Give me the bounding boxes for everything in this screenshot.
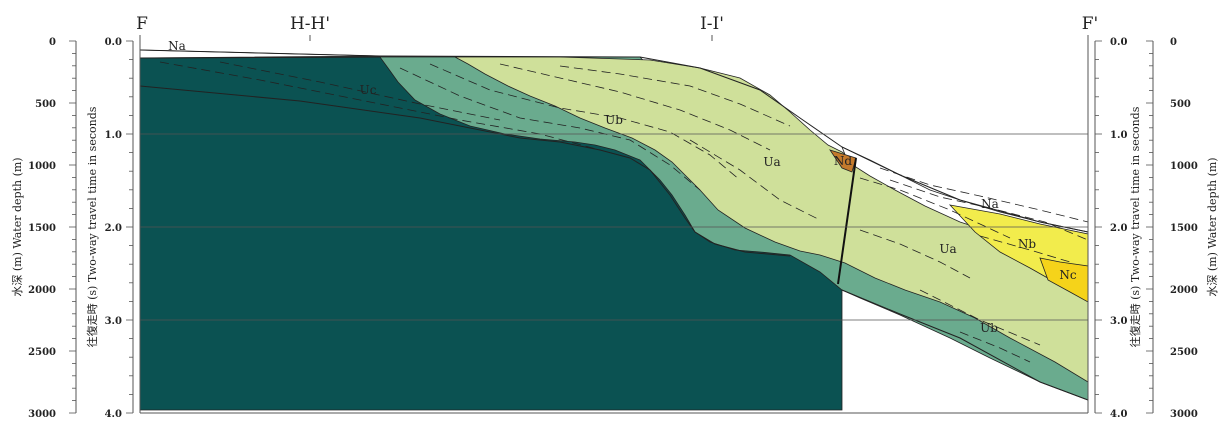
unit-label-ub-upper: Ub <box>605 113 623 127</box>
tick-label: 3.0 <box>1110 316 1127 327</box>
fault-line <box>837 157 857 285</box>
tick-label: 2.0 <box>1110 223 1127 234</box>
right-depth-axis-title: 水深 (m) Water depth (m) <box>1206 157 1219 296</box>
unit-label-na-right: Na <box>981 197 999 211</box>
tick-label: 0.0 <box>105 37 122 48</box>
right-twt-axis: 0.0 1.0 2.0 3.0 4.0 <box>1094 37 1127 420</box>
unit-label-ua-right: Ua <box>939 242 956 256</box>
left-twt-axis-title: 往復走時 (s) Two-way travel time in seconds <box>85 106 99 347</box>
tick-label: 1500 <box>28 223 56 234</box>
geologic-units <box>139 49 1089 411</box>
tick-label: 2.0 <box>105 223 122 234</box>
section-marker: H-H' <box>290 14 330 34</box>
unit-ua-area <box>454 56 1089 383</box>
section-marker: F' <box>1082 14 1098 34</box>
grid <box>139 35 1089 414</box>
tick-label: 3000 <box>28 409 56 420</box>
unit-label-ua-left: Ua <box>763 155 780 169</box>
labels: F H-H' I-I' F' 水深 (m) Water depth (m) 往復走時 (s… <box>11 14 1219 347</box>
tick-label: 500 <box>1170 99 1191 110</box>
tick-label: 1.0 <box>105 130 122 141</box>
tick-label: 500 <box>35 99 56 110</box>
unit-label-nc: Nc <box>1059 268 1077 282</box>
tick-label: 1500 <box>1170 223 1198 234</box>
unit-nd-area <box>829 149 857 173</box>
tick-label: 3000 <box>1170 409 1198 420</box>
tick-label: 2500 <box>1170 347 1198 358</box>
tick-label: 1000 <box>28 161 56 172</box>
left-twt-axis: 0.0 1.0 2.0 3.0 4.0 <box>105 37 134 420</box>
section-marker: F <box>136 14 148 34</box>
tick-label: 0 <box>49 37 56 48</box>
right-twt-axis-title: 往復走時 (s) Two-way travel time in seconds <box>1128 106 1142 347</box>
tick-label: 2000 <box>1170 285 1198 296</box>
unit-boundaries <box>139 49 1089 401</box>
axes: 0500100015002000250030000.01.02.03.04.00… <box>28 37 1198 420</box>
tick-label: 4.0 <box>105 409 122 420</box>
section-marker: I-I' <box>700 14 724 34</box>
tick-label: 2000 <box>28 285 56 296</box>
tick-label: 1.0 <box>1110 130 1127 141</box>
tick-label: 1000 <box>1170 161 1198 172</box>
right-depth-axis: 0 500 1000 1500 2000 2500 3000 <box>1146 37 1198 420</box>
unit-label-ub-lower: Ub <box>980 321 998 335</box>
unit-label-nb: Nb <box>1018 237 1037 251</box>
left-depth-axis-title: 水深 (m) Water depth (m) <box>11 157 24 296</box>
tick-label: 0 <box>1170 37 1177 48</box>
tick-label: 4.0 <box>1110 409 1127 420</box>
tick-label: 0.0 <box>1110 37 1127 48</box>
left-depth-axis: 0 500 1000 1500 2000 2500 3000 <box>28 37 77 420</box>
tick-label: 2500 <box>28 347 56 358</box>
unit-label-uc: Uc <box>360 83 377 97</box>
unit-label-na-left: Na <box>168 39 186 53</box>
tick-label: 3.0 <box>105 316 122 327</box>
stratal-lines <box>159 61 1089 363</box>
unit-label-nd: Nd <box>834 154 853 168</box>
